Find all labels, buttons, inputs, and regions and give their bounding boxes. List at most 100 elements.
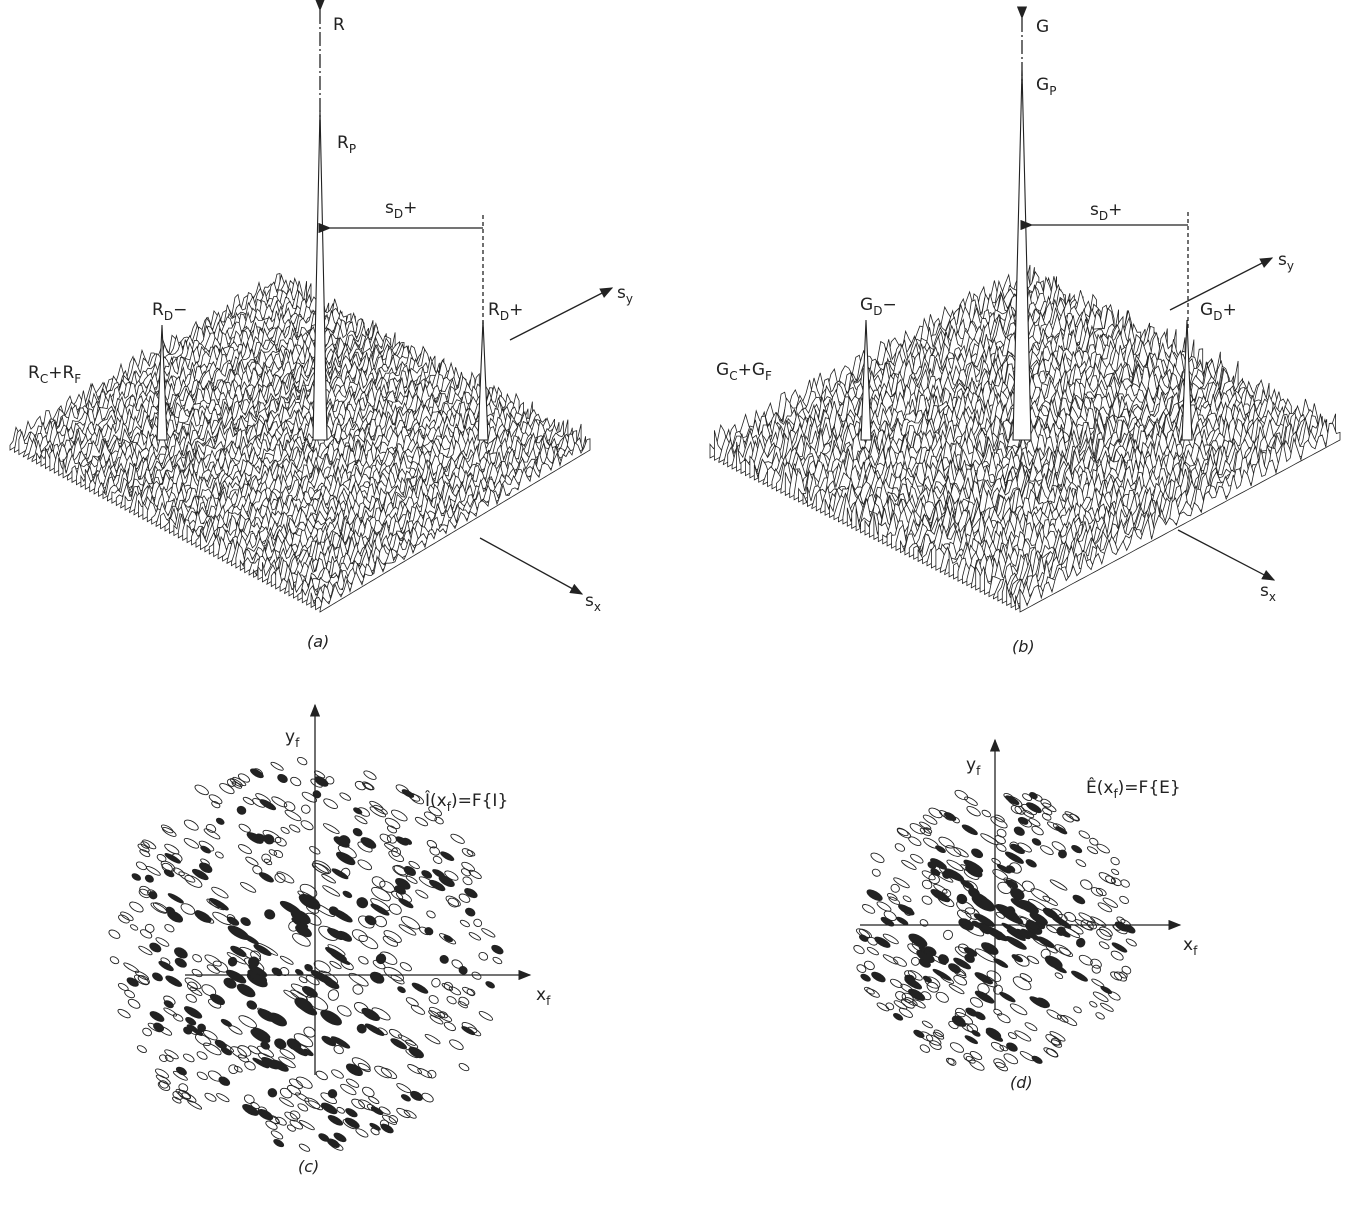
contour [1095, 1011, 1106, 1020]
label-part: R [152, 300, 164, 320]
label-part: s [1090, 200, 1099, 220]
contour [214, 851, 224, 860]
contour [270, 761, 284, 772]
contour [964, 795, 979, 807]
contour [345, 1077, 360, 1089]
contour [172, 1096, 182, 1104]
contour [131, 872, 142, 881]
contour [927, 806, 943, 820]
contour [363, 769, 378, 781]
contour [1111, 868, 1120, 876]
contour [852, 944, 865, 956]
contour [490, 944, 504, 956]
label-part: R [488, 300, 500, 320]
contour [123, 961, 140, 973]
surface [10, 274, 590, 613]
contour [256, 1107, 274, 1122]
subscript: D [394, 207, 403, 221]
contour [973, 1010, 986, 1021]
contour [152, 1021, 165, 1033]
contour [233, 1065, 243, 1073]
contour [1098, 925, 1114, 938]
contour [865, 888, 883, 903]
label-part: )=F{I} [451, 791, 508, 811]
contour [907, 835, 922, 847]
contour [179, 901, 196, 916]
contour [193, 783, 209, 797]
contour [478, 951, 490, 962]
label-part: R [333, 15, 345, 35]
contour [947, 1057, 958, 1067]
contour [396, 1082, 412, 1094]
contour [276, 773, 288, 784]
contour [184, 976, 203, 991]
contour [336, 929, 353, 943]
contour [1005, 1041, 1019, 1053]
contour [395, 835, 410, 847]
contour [909, 853, 924, 865]
contour [896, 827, 912, 840]
arrow [480, 538, 582, 594]
contour [357, 1098, 375, 1112]
label: RC+RF [28, 363, 81, 386]
contour [182, 1052, 195, 1063]
subscript: D [1099, 209, 1108, 223]
label: RD+ [488, 300, 523, 323]
contour [403, 865, 418, 878]
contour [991, 857, 1001, 865]
contour [430, 977, 442, 989]
contour [913, 1029, 926, 1039]
contour [443, 934, 454, 943]
contour [263, 908, 277, 921]
subscript: D [1213, 309, 1222, 323]
contour [175, 1066, 188, 1077]
subscript: x [594, 600, 601, 614]
contour [267, 1087, 279, 1099]
contour [227, 956, 239, 968]
contour [1041, 812, 1052, 822]
contour [210, 885, 229, 900]
contour [351, 983, 364, 996]
contour [974, 989, 996, 1005]
contour [355, 896, 369, 910]
contour [369, 805, 387, 819]
contour [386, 824, 398, 834]
label-part: s [585, 591, 594, 611]
contour [243, 1093, 256, 1105]
contour [259, 798, 277, 812]
subscript: F [74, 372, 81, 386]
contour [227, 1063, 239, 1075]
peak [313, 110, 327, 440]
contour [397, 986, 407, 994]
contour [1072, 893, 1086, 905]
contour [279, 955, 294, 966]
label: yf [966, 755, 981, 778]
contour [965, 805, 981, 818]
contour [117, 1008, 132, 1020]
contour [921, 1020, 933, 1029]
subscript: D [873, 304, 882, 318]
label-part: − [882, 295, 896, 315]
label-part: R [337, 133, 349, 153]
contour [202, 1029, 218, 1042]
contour [893, 876, 911, 889]
contour [149, 1010, 166, 1024]
contour [208, 793, 223, 806]
subscript: C [729, 369, 737, 383]
contour [1007, 1031, 1017, 1040]
contour [989, 815, 1009, 830]
contour [869, 851, 885, 864]
contour [196, 1070, 209, 1081]
contour [280, 826, 290, 835]
contour [1041, 806, 1053, 816]
contour [458, 965, 469, 976]
contour [981, 809, 992, 818]
label-part: + [1108, 200, 1122, 220]
label: xf [1183, 935, 1198, 958]
contour [322, 884, 341, 898]
label: sD+ [385, 198, 417, 221]
label-part: + [403, 198, 417, 218]
contour [1049, 878, 1068, 891]
label-part: s [617, 283, 626, 303]
contour [359, 835, 377, 850]
